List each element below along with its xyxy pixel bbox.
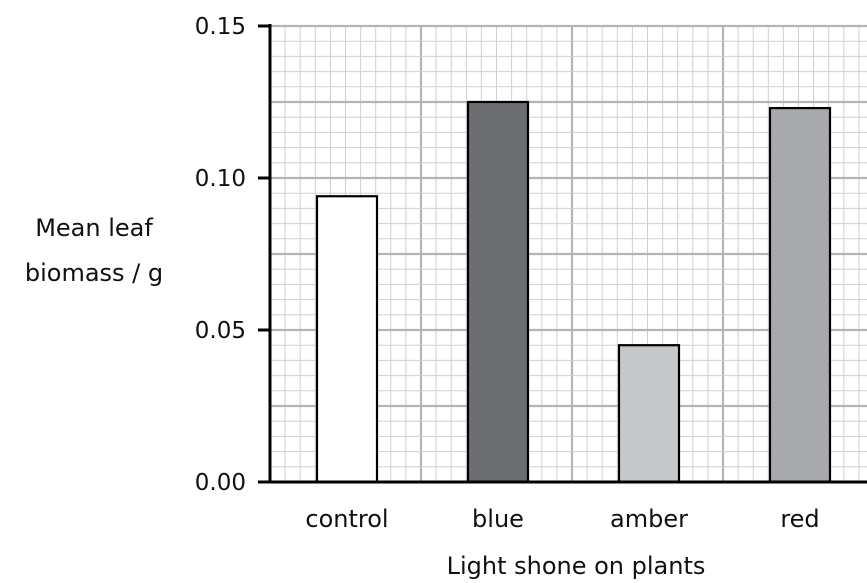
bars [315,100,832,484]
x-tick-label: control [305,505,388,533]
x-tick-label: red [780,505,819,533]
y-tick-label: 0.05 [195,318,246,344]
y-tick-label: 0.10 [195,166,246,192]
bar-amber [617,344,681,484]
x-axis-title: Light shone on plants [447,552,706,580]
y-tick-label: 0.15 [195,14,246,40]
x-tick-label: amber [610,505,688,533]
bar-red [768,106,832,484]
y-axis-title-line-2: biomass / g [25,259,163,287]
x-tick-labels: control blue amber red [305,505,819,533]
bar-blue [466,100,530,484]
y-tick-label: 0.00 [195,470,246,496]
bar-control [315,195,379,484]
axes [258,24,867,484]
y-axis-title-line-1: Mean leaf [35,214,153,242]
x-tick-label: blue [472,505,524,533]
y-ticks: 0.00 0.05 0.10 0.15 [195,14,270,496]
